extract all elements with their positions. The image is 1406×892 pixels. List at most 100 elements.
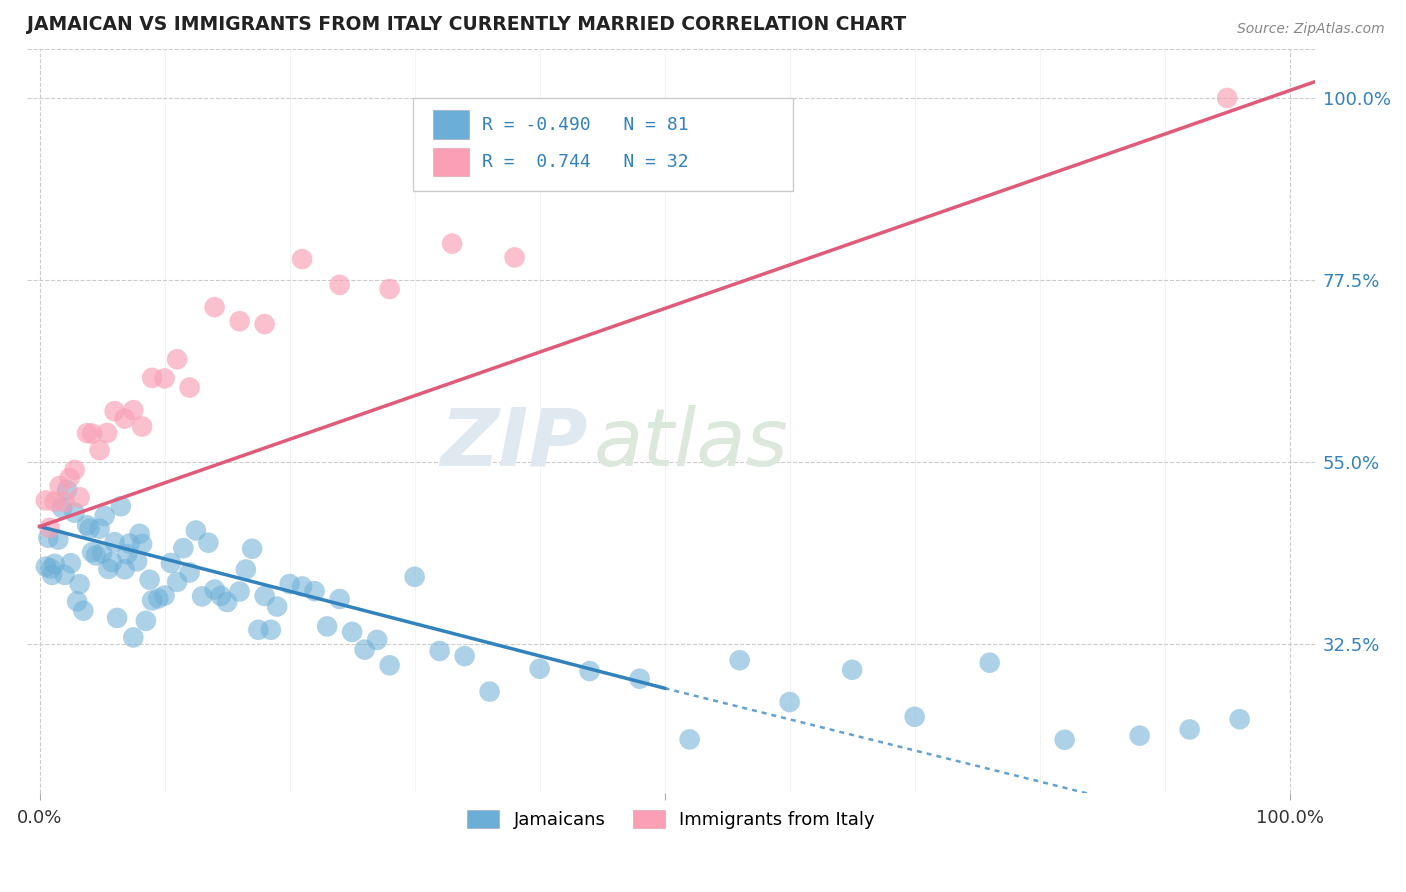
Point — [654, 164, 676, 178]
Point — [166, 352, 188, 367]
Point — [59, 471, 82, 485]
Point — [404, 570, 426, 584]
Point — [316, 619, 339, 633]
Point — [122, 403, 145, 417]
Point — [728, 653, 751, 667]
Point — [53, 568, 76, 582]
Point — [63, 463, 86, 477]
Point — [131, 419, 153, 434]
Point — [253, 317, 276, 331]
Point — [89, 522, 111, 536]
Point — [329, 592, 352, 607]
Point — [166, 574, 188, 589]
Point — [53, 495, 76, 509]
Point — [135, 614, 157, 628]
Point — [228, 314, 250, 328]
Point — [353, 642, 375, 657]
Point — [329, 277, 352, 292]
Point — [114, 562, 136, 576]
Point — [578, 664, 600, 678]
Point — [59, 556, 82, 570]
Point — [1229, 712, 1251, 726]
Point — [131, 537, 153, 551]
Point — [153, 589, 176, 603]
Point — [191, 590, 214, 604]
Point — [217, 595, 239, 609]
Point — [97, 562, 120, 576]
Point — [172, 541, 194, 556]
Point — [841, 663, 863, 677]
Point — [240, 541, 263, 556]
Point — [89, 443, 111, 458]
Point — [184, 524, 207, 538]
Text: R =  0.744   N = 32: R = 0.744 N = 32 — [482, 153, 689, 170]
Point — [253, 589, 276, 603]
Point — [82, 426, 104, 441]
Point — [278, 577, 301, 591]
Point — [48, 479, 70, 493]
Point — [66, 594, 89, 608]
Point — [93, 508, 115, 523]
Point — [304, 584, 326, 599]
Legend: Jamaicans, Immigrants from Italy: Jamaicans, Immigrants from Italy — [460, 803, 883, 837]
Bar — [433, 111, 468, 139]
Point — [904, 710, 927, 724]
Text: ZIP: ZIP — [440, 405, 588, 483]
Point — [148, 591, 170, 606]
Point — [104, 535, 127, 549]
Point — [291, 252, 314, 266]
Point — [82, 545, 104, 559]
Point — [678, 732, 700, 747]
Point — [56, 483, 79, 497]
Point — [179, 566, 201, 580]
Point — [101, 555, 124, 569]
Point — [76, 518, 98, 533]
Point — [51, 500, 73, 515]
Point — [110, 500, 132, 514]
Point — [204, 300, 226, 314]
Point — [291, 579, 314, 593]
Point — [44, 494, 66, 508]
Point — [114, 411, 136, 425]
Point — [122, 631, 145, 645]
Point — [1129, 729, 1152, 743]
Point — [69, 491, 91, 505]
Bar — [433, 148, 468, 176]
Point — [503, 251, 526, 265]
Point — [429, 644, 451, 658]
Point — [39, 561, 62, 575]
Point — [38, 521, 60, 535]
Point — [96, 425, 118, 440]
Point — [1216, 91, 1239, 105]
Point — [84, 549, 107, 563]
Point — [69, 577, 91, 591]
Point — [115, 547, 138, 561]
Point — [41, 568, 63, 582]
Point — [266, 599, 288, 614]
Point — [35, 559, 58, 574]
Text: JAMAICAN VS IMMIGRANTS FROM ITALY CURRENTLY MARRIED CORRELATION CHART: JAMAICAN VS IMMIGRANTS FROM ITALY CURREN… — [27, 15, 907, 34]
Point — [260, 623, 283, 637]
Point — [153, 371, 176, 385]
Point — [104, 404, 127, 418]
Point — [79, 522, 101, 536]
Point — [209, 589, 232, 603]
Point — [228, 584, 250, 599]
Text: atlas: atlas — [593, 405, 789, 483]
Text: Source: ZipAtlas.com: Source: ZipAtlas.com — [1237, 22, 1385, 37]
FancyBboxPatch shape — [413, 98, 793, 191]
Point — [197, 535, 219, 549]
Point — [1053, 732, 1076, 747]
Point — [478, 684, 501, 698]
Point — [128, 526, 150, 541]
Point — [35, 493, 58, 508]
Point — [105, 611, 128, 625]
Point — [340, 624, 363, 639]
Point — [235, 562, 257, 576]
Point — [44, 557, 66, 571]
Point — [76, 426, 98, 441]
Point — [138, 573, 160, 587]
Point — [628, 672, 651, 686]
Point — [453, 649, 475, 664]
Point — [378, 658, 401, 673]
